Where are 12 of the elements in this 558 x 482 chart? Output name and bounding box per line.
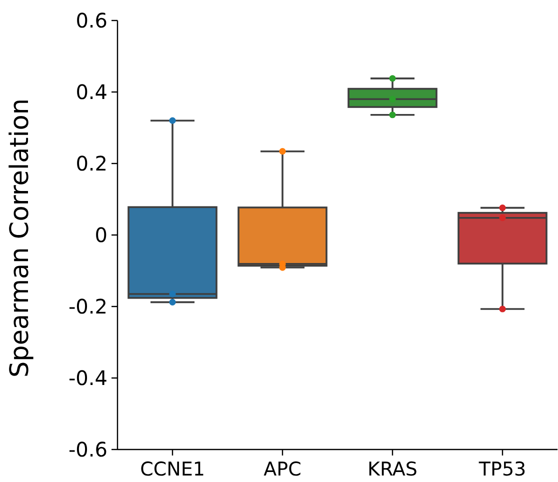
y-tick-label: 0.2 — [76, 152, 108, 176]
y-tick-label: -0.6 — [68, 438, 108, 462]
x-tick-label: TP53 — [478, 458, 526, 480]
y-tick-label: 0.6 — [76, 8, 108, 32]
y-tick-label: 0.4 — [76, 80, 108, 104]
y-tick-label: 0 — [94, 223, 108, 247]
x-tick-label: CCNE1 — [140, 458, 205, 480]
x-tick-label: KRAS — [368, 458, 418, 480]
x-tick-label: APC — [264, 458, 302, 480]
y-tick-label: -0.2 — [68, 294, 108, 318]
y-tick-label: -0.4 — [68, 366, 108, 390]
y-axis-title: Spearman Correlation — [5, 98, 35, 378]
